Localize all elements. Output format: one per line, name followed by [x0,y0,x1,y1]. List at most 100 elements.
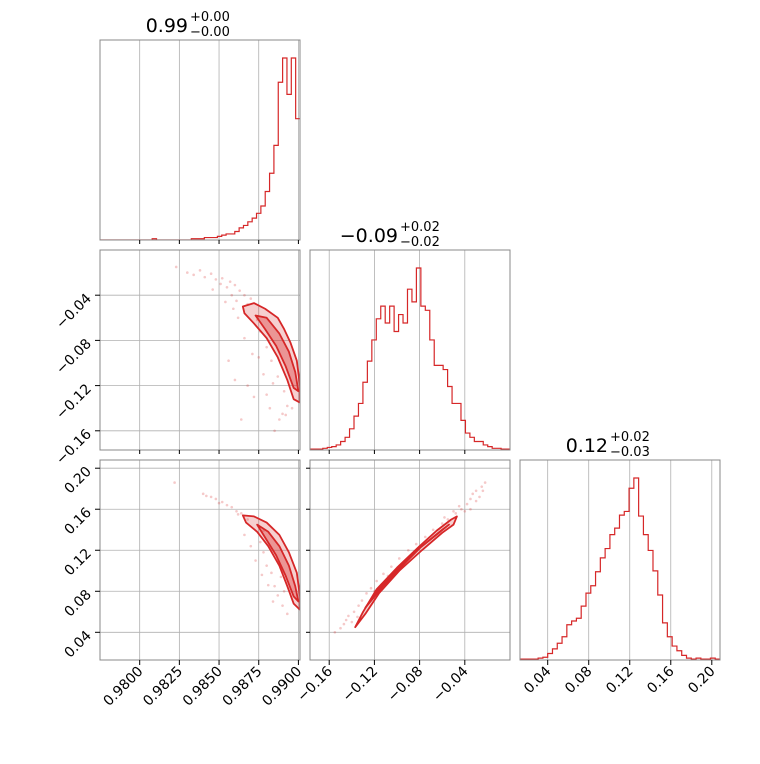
y-tick-label: −0.12 [53,381,95,423]
scatter-point [382,572,385,576]
scatter-point [224,300,227,304]
x-tick-label: −0.16 [294,663,336,705]
scatter-point [214,497,218,501]
x-tick-label: 0.9900 [259,664,305,710]
contour-outer [241,302,300,404]
histogram-0 [100,57,300,240]
scatter-point [360,599,364,602]
contour-inner [254,314,300,393]
scatter-point [211,288,214,291]
x-tick-label: 0.08 [562,664,595,697]
scatter-point [286,404,289,408]
scatter-point [186,271,189,274]
x-tick-label: −0.12 [340,664,382,706]
title-2-plus: +0.02 [610,430,650,445]
scatter-point [233,378,237,382]
scatter-point [220,500,224,504]
scatter-point [457,504,461,508]
scatter-point [249,297,253,300]
y-tick-label: 0.08 [61,587,94,620]
scatter-point [217,501,221,505]
contour-outer [354,515,458,629]
panel-frame [309,249,511,451]
title-0-plus: +0.00 [190,10,230,25]
x-tick-label: −0.08 [385,664,427,706]
scatter-point [227,359,230,363]
scatter-point [460,507,463,511]
contour-inner [256,523,300,603]
title-1-minus: −0.02 [400,235,440,250]
y-tick-label: 0.12 [61,546,94,579]
scatter-point [454,512,458,515]
scatter-point [440,522,444,525]
scatter-point [236,513,240,516]
x-tick-label: 0.12 [603,664,636,697]
scatter-point [431,528,435,532]
scatter-point [251,352,254,356]
scatter-point [225,285,229,289]
scatter-point [214,278,218,281]
scatter-point [246,518,249,521]
scatter-point [423,535,427,539]
scatter-point [356,615,359,619]
scatter-point [225,503,229,507]
x-tick-label: 0.9875 [220,664,266,710]
scatter-point [375,579,378,583]
scatter-point [243,293,246,297]
scatter-point [239,512,243,515]
scatter-point [235,509,238,513]
scatter-point [273,429,276,433]
scatter-point [446,518,450,521]
scatter-point [252,395,256,399]
scatter-point [279,575,283,579]
scatter-point [220,276,224,280]
scatter-point [254,559,257,562]
scatter-point [205,494,208,498]
scatter-point [203,275,207,279]
title-1-plus: +0.02 [400,220,440,235]
scatter-point [481,489,485,493]
scatter-point [357,604,360,607]
pair-group [173,481,300,616]
scatter-point [407,548,410,552]
histogram-group [100,57,300,240]
scatter-point [266,583,270,587]
x-tick-label: 0.16 [644,663,677,696]
scatter-point [174,265,178,269]
scatter-point [228,280,232,283]
panel-frame [519,459,721,661]
scatter-point [273,584,276,588]
contour-inner [364,523,450,609]
scatter-point [474,499,478,503]
scatter-point [209,495,213,499]
scatter-point [478,495,481,499]
title-0-value: 0.99 [146,15,188,37]
scatter-point [236,316,240,320]
panel-frame [309,459,511,661]
scatter-point [265,393,268,396]
scatter-point [347,614,350,618]
scatter-point [339,626,342,630]
y-tick-label: 0.16 [61,505,94,538]
scatter-point [344,618,348,622]
scatter-point [397,557,401,560]
scatter-point [281,604,284,607]
scatter-point [463,509,467,513]
scatter-point [262,551,265,554]
pair-group [174,265,300,433]
scatter-point [365,592,368,595]
x-tick-label: 0.9800 [101,664,147,710]
scatter-point [270,571,273,575]
x-tick-label: 0.9825 [140,664,186,710]
scatter-point [271,382,275,385]
scatter-point [350,620,354,624]
scatter-point [290,406,294,410]
scatter-point [276,594,280,597]
title-1-value: −0.09 [340,225,398,247]
y-tick-label: −0.08 [53,336,95,378]
y-tick-label: 0.04 [61,628,94,661]
scatter-point [201,492,205,496]
scatter-point [333,631,337,634]
